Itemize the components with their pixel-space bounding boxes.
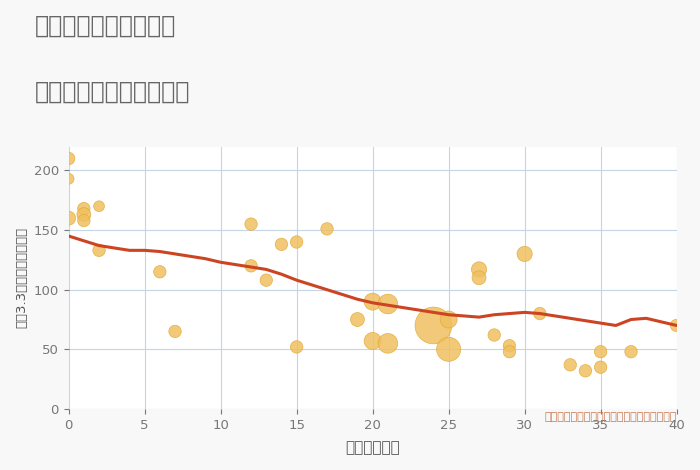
Point <box>367 337 378 345</box>
Point <box>473 266 484 273</box>
Point <box>382 300 393 308</box>
Point <box>473 274 484 282</box>
Point <box>78 217 90 224</box>
Point <box>382 340 393 347</box>
Point <box>367 298 378 306</box>
Point <box>595 348 606 355</box>
Point <box>78 205 90 212</box>
Y-axis label: 坪（3.3㎡）単価（万円）: 坪（3.3㎡）単価（万円） <box>15 227 28 329</box>
Point <box>489 331 500 339</box>
Point <box>428 321 439 329</box>
Point <box>246 220 257 228</box>
Point <box>443 345 454 353</box>
Point <box>321 225 332 233</box>
Point <box>504 348 515 355</box>
Point <box>580 367 591 375</box>
Point <box>352 316 363 323</box>
Point <box>63 155 74 162</box>
Point <box>94 203 105 210</box>
Point <box>63 214 74 222</box>
Point <box>63 175 74 182</box>
Point <box>260 276 272 284</box>
Point <box>154 268 165 275</box>
Point <box>443 316 454 323</box>
Point <box>534 310 545 317</box>
Point <box>78 211 90 219</box>
Text: 兵庫県西宮市薬師町の: 兵庫県西宮市薬師町の <box>35 14 176 38</box>
Point <box>671 321 682 329</box>
Point <box>246 262 257 270</box>
X-axis label: 築年数（年）: 築年数（年） <box>345 440 400 455</box>
Text: 円の大きさは、取引のあった物件面積を示す: 円の大きさは、取引のあった物件面積を示す <box>544 412 677 422</box>
Point <box>94 247 105 254</box>
Point <box>625 348 636 355</box>
Text: 築年数別中古戸建て価格: 築年数別中古戸建て価格 <box>35 80 190 104</box>
Point <box>291 343 302 351</box>
Point <box>565 361 576 368</box>
Point <box>595 363 606 371</box>
Point <box>169 328 181 335</box>
Point <box>276 241 287 248</box>
Point <box>519 250 530 258</box>
Point <box>291 238 302 246</box>
Point <box>504 342 515 350</box>
